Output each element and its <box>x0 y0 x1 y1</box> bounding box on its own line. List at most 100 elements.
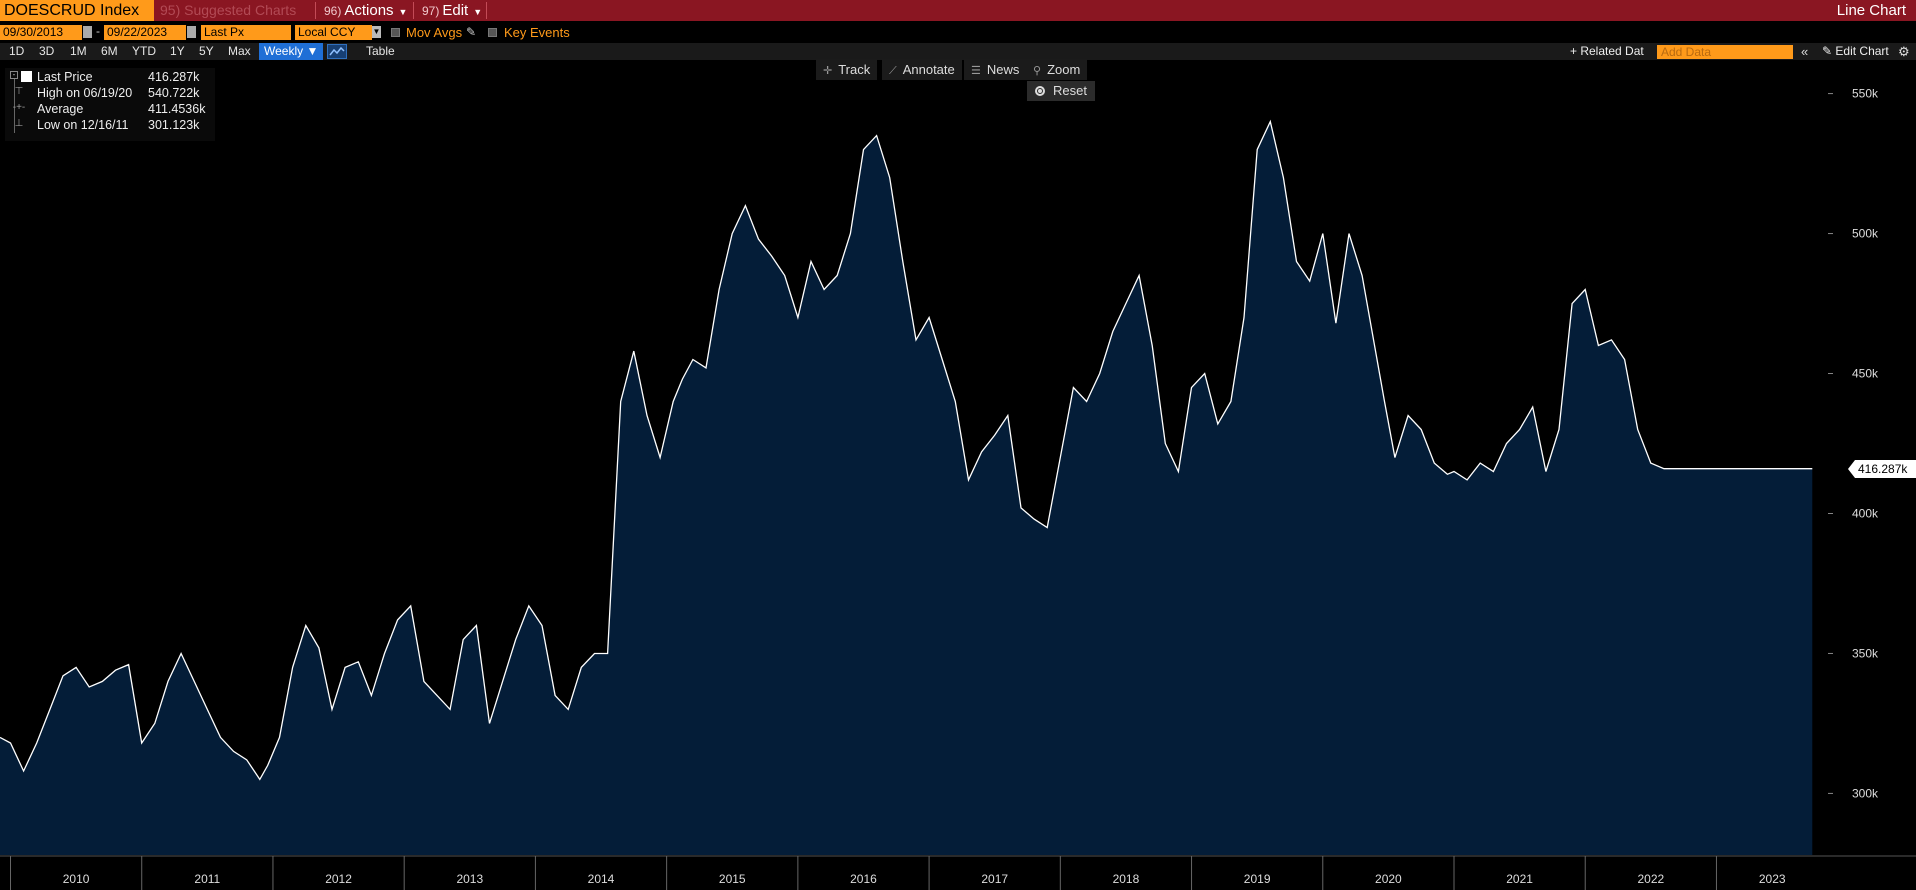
collapse-icon[interactable]: - <box>10 71 18 79</box>
calendar-icon[interactable] <box>187 26 196 38</box>
ticker-field[interactable]: DOESCRUD Index <box>0 0 154 21</box>
legend-value: 416.287k <box>148 70 200 84</box>
y-tick-label: 300k <box>1852 786 1879 800</box>
legend-label: Last Price <box>37 70 93 84</box>
gear-icon[interactable]: ⚙ <box>1898 44 1910 59</box>
x-tick-label: 2011 <box>194 872 220 886</box>
legend-label: Average <box>37 102 84 116</box>
zoom-label: Zoom <box>1047 62 1081 77</box>
period-1m[interactable]: 1M <box>70 44 87 58</box>
title-bar: DOESCRUD Index 95) Suggested Charts 96) A… <box>0 0 1916 21</box>
legend-tree-line <box>14 76 15 133</box>
suggested-charts-menu[interactable]: 95) Suggested Charts <box>160 2 297 18</box>
white-swatch-icon <box>21 71 32 82</box>
mov-avgs-checkbox[interactable] <box>391 28 400 37</box>
period-max[interactable]: Max <box>228 44 251 58</box>
y-tick-label: 450k <box>1852 367 1879 381</box>
chart-type-label: Line Chart <box>1836 2 1906 19</box>
divider <box>315 2 316 19</box>
track-label: Track <box>838 62 871 77</box>
actions-label: Actions <box>344 2 394 19</box>
track-button[interactable]: ✛ Track <box>816 59 878 80</box>
price-area <box>0 121 1813 856</box>
pencil-icon[interactable]: ✎ <box>466 25 477 39</box>
add-data-input[interactable]: Add Data <box>1657 45 1793 59</box>
chevron-down-icon[interactable]: ▼ <box>372 26 381 38</box>
x-tick-label: 2016 <box>850 872 877 886</box>
x-tick-label: 2012 <box>325 872 352 886</box>
legend-low[interactable]: ⊥ Low on 12/16/11 301.123k <box>5 117 215 133</box>
legend-average[interactable]: -+- Average 411.4536k <box>5 101 215 117</box>
x-tick-label: 2010 <box>63 872 90 886</box>
chart-legend: - Last Price 416.287k ⊤ High on 06/19/20… <box>5 68 215 141</box>
line-chart-icon[interactable] <box>327 44 347 59</box>
field-selector[interactable]: Last Px <box>201 25 291 40</box>
actions-number: 96) <box>324 4 342 18</box>
low-marker-icon: ⊥ <box>14 118 24 129</box>
reset-zoom-button[interactable]: Reset <box>1027 81 1095 101</box>
actions-menu[interactable]: 96) Actions ▼ <box>318 0 413 21</box>
annotate-icon: ⟋ <box>889 65 897 77</box>
edit-chart-button[interactable]: ✎ Edit Chart <box>1822 43 1889 60</box>
calendar-icon[interactable] <box>83 26 92 38</box>
annotate-button[interactable]: ⟋ Annotate <box>882 59 962 80</box>
legend-label: High on 06/19/20 <box>37 86 133 100</box>
legend-value: 301.123k <box>148 118 200 132</box>
annotate-label: Annotate <box>902 62 955 77</box>
x-tick-label: 2019 <box>1244 872 1271 886</box>
x-tick-label: 2014 <box>588 872 615 886</box>
period-5y[interactable]: 5Y <box>199 44 214 58</box>
y-tick-label: 550k <box>1852 87 1879 101</box>
chart-controls-bar: 09/30/2013 - 09/22/2023 Last Px Local CC… <box>0 21 1916 43</box>
x-tick-label: 2015 <box>719 872 746 886</box>
related-data-button[interactable]: + Related Dat <box>1570 44 1644 58</box>
frequency-selector[interactable]: Weekly ▼ <box>259 43 324 60</box>
collapse-icon[interactable]: « <box>1801 44 1809 59</box>
search-icon: ⚲ <box>1033 65 1042 77</box>
news-button[interactable]: ☰ News <box>964 59 1027 80</box>
period-ytd[interactable]: YTD <box>132 44 156 58</box>
y-axis: 300k 350k 400k 450k 500k 550k <box>1828 60 1916 855</box>
pencil-icon: ✎ <box>1822 44 1833 58</box>
x-tick-label: 2020 <box>1375 872 1402 886</box>
legend-last-price[interactable]: Last Price 416.287k <box>5 69 215 85</box>
divider <box>413 2 414 19</box>
period-1y[interactable]: 1Y <box>170 44 185 58</box>
legend-label: Low on 12/16/11 <box>37 118 129 132</box>
x-tick-label: 2013 <box>456 872 483 886</box>
start-date-field[interactable]: 09/30/2013 <box>0 25 82 40</box>
period-3d[interactable]: 3D <box>39 44 55 58</box>
x-axis-band <box>0 856 1916 890</box>
table-view-button[interactable]: Table <box>366 44 395 58</box>
x-tick-label: 2018 <box>1113 872 1140 886</box>
y-tick-label: 500k <box>1852 227 1879 241</box>
edit-number: 97) <box>422 4 440 18</box>
legend-value: 540.722k <box>148 86 200 100</box>
price-line <box>0 119 1813 781</box>
edit-menu[interactable]: 97) Edit ▼ <box>416 0 488 21</box>
crosshair-icon: ✛ <box>823 65 833 77</box>
date-separator: - <box>96 24 100 38</box>
key-events-checkbox[interactable] <box>488 28 497 37</box>
y-tick-label: 350k <box>1852 646 1879 660</box>
zoom-button[interactable]: ⚲ Zoom <box>1026 59 1088 80</box>
x-tick-label: 2017 <box>981 872 1008 886</box>
legend-high[interactable]: ⊤ High on 06/19/20 540.722k <box>5 85 215 101</box>
radio-icon <box>1035 86 1045 96</box>
news-label: News <box>986 62 1020 77</box>
currency-selector[interactable]: Local CCY <box>295 25 372 40</box>
frequency-label: Weekly <box>264 44 304 58</box>
edit-label: Edit <box>442 2 469 19</box>
end-date-field[interactable]: 09/22/2023 <box>104 25 186 40</box>
reset-label: Reset <box>1053 83 1087 98</box>
mov-avgs-label[interactable]: Mov Avgs <box>406 25 463 40</box>
chevron-down-icon: ▼ <box>398 7 408 17</box>
period-6m[interactable]: 6M <box>101 44 118 58</box>
key-events-label[interactable]: Key Events <box>504 25 570 40</box>
x-axis: 2010 2011 2012 2013 2014 2015 2016 2017 2018 2019… <box>0 855 1916 890</box>
x-tick-label: 2021 <box>1506 872 1533 886</box>
y-axis-panel <box>1828 60 1916 855</box>
x-tick-label: 2022 <box>1637 872 1664 886</box>
period-1d[interactable]: 1D <box>9 44 25 58</box>
